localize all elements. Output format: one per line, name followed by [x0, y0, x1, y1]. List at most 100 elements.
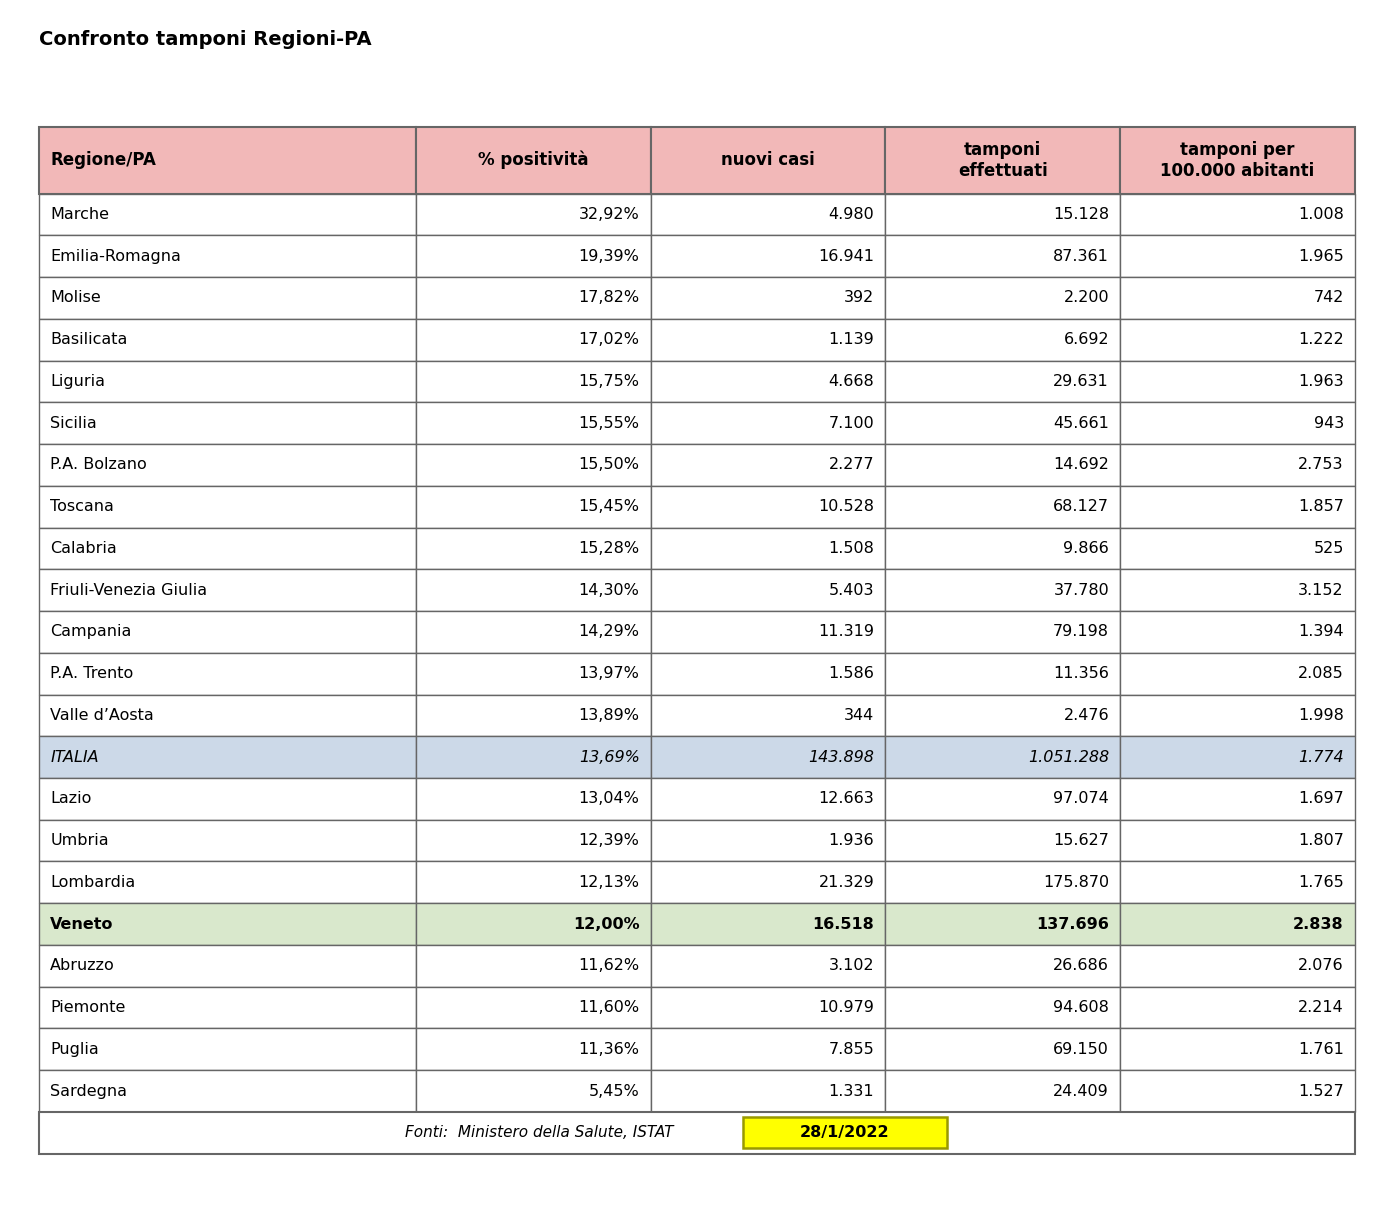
Bar — [1121, 402, 1355, 445]
Text: 2.753: 2.753 — [1298, 458, 1344, 472]
Bar — [1121, 1028, 1355, 1070]
Text: Lombardia: Lombardia — [50, 875, 135, 890]
Bar — [415, 277, 651, 319]
Bar — [39, 945, 415, 987]
Text: 2.200: 2.200 — [1064, 290, 1110, 306]
Bar — [415, 486, 651, 528]
Text: 19,39%: 19,39% — [579, 249, 640, 263]
Bar — [1121, 319, 1355, 360]
Text: tamponi
effettuati: tamponi effettuati — [958, 141, 1048, 180]
Text: 15.627: 15.627 — [1054, 834, 1110, 848]
Bar — [885, 193, 1121, 236]
Bar — [415, 861, 651, 904]
Text: 2.476: 2.476 — [1064, 708, 1110, 722]
Bar — [39, 736, 415, 778]
Bar — [885, 445, 1121, 486]
Text: 742: 742 — [1313, 290, 1344, 306]
Text: 2.277: 2.277 — [828, 458, 874, 472]
Text: 7.855: 7.855 — [828, 1041, 874, 1057]
Text: Sicilia: Sicilia — [50, 416, 98, 431]
Bar — [39, 1111, 1355, 1154]
Text: 15.128: 15.128 — [1052, 207, 1110, 222]
Text: 14.692: 14.692 — [1054, 458, 1110, 472]
Text: Calabria: Calabria — [50, 541, 117, 556]
Bar — [885, 277, 1121, 319]
Text: 1.807: 1.807 — [1298, 834, 1344, 848]
Text: Veneto: Veneto — [50, 917, 114, 931]
Bar — [415, 652, 651, 695]
Text: Molise: Molise — [50, 290, 100, 306]
Bar — [651, 236, 885, 277]
Bar — [651, 945, 885, 987]
Text: 1.586: 1.586 — [828, 666, 874, 681]
Bar — [885, 127, 1121, 193]
Text: 14,30%: 14,30% — [579, 582, 640, 598]
Bar — [39, 778, 415, 820]
Text: 16.941: 16.941 — [818, 249, 874, 263]
Bar — [885, 945, 1121, 987]
Bar — [39, 127, 415, 193]
Bar — [885, 486, 1121, 528]
Bar — [1121, 528, 1355, 569]
Bar — [1121, 486, 1355, 528]
Text: 68.127: 68.127 — [1052, 499, 1110, 515]
Bar — [415, 569, 651, 611]
Bar — [651, 820, 885, 861]
Text: Sardegna: Sardegna — [50, 1084, 127, 1098]
Bar — [39, 445, 415, 486]
Text: 11.319: 11.319 — [818, 625, 874, 639]
Text: Confronto tamponi Regioni-PA: Confronto tamponi Regioni-PA — [39, 30, 372, 50]
Text: 2.085: 2.085 — [1298, 666, 1344, 681]
Text: 32,92%: 32,92% — [579, 207, 640, 222]
Bar — [885, 987, 1121, 1028]
Text: 24.409: 24.409 — [1054, 1084, 1110, 1098]
Bar — [885, 528, 1121, 569]
Bar — [651, 127, 885, 193]
Text: P.A. Trento: P.A. Trento — [50, 666, 134, 681]
Bar — [415, 736, 651, 778]
Bar — [651, 360, 885, 402]
Bar — [1121, 236, 1355, 277]
Text: 15,50%: 15,50% — [579, 458, 640, 472]
Text: 13,04%: 13,04% — [579, 791, 640, 807]
Bar — [415, 402, 651, 445]
Text: 13,69%: 13,69% — [579, 750, 640, 765]
Text: 15,75%: 15,75% — [579, 374, 640, 389]
Text: Fonti:  Ministero della Salute, ISTAT: Fonti: Ministero della Salute, ISTAT — [404, 1126, 673, 1140]
Bar — [39, 319, 415, 360]
Text: 3.152: 3.152 — [1298, 582, 1344, 598]
Text: 1.857: 1.857 — [1298, 499, 1344, 515]
Text: Valle d’Aosta: Valle d’Aosta — [50, 708, 153, 722]
Bar — [885, 569, 1121, 611]
Bar — [1121, 277, 1355, 319]
Text: 11,60%: 11,60% — [579, 1000, 640, 1015]
Text: 12,00%: 12,00% — [573, 917, 640, 931]
Bar — [885, 736, 1121, 778]
Text: Emilia-Romagna: Emilia-Romagna — [50, 249, 181, 263]
Bar — [885, 695, 1121, 736]
Text: 97.074: 97.074 — [1054, 791, 1110, 807]
Text: 1.331: 1.331 — [828, 1084, 874, 1098]
Bar — [415, 820, 651, 861]
Text: 13,89%: 13,89% — [579, 708, 640, 722]
Bar — [415, 360, 651, 402]
Bar — [39, 1028, 415, 1070]
Text: 69.150: 69.150 — [1054, 1041, 1110, 1057]
Text: 1.998: 1.998 — [1298, 708, 1344, 722]
Bar — [415, 904, 651, 945]
Text: 137.696: 137.696 — [1036, 917, 1110, 931]
Bar — [39, 1070, 415, 1111]
Bar — [415, 1070, 651, 1111]
Text: 16.518: 16.518 — [813, 917, 874, 931]
Bar — [39, 695, 415, 736]
Text: 1.222: 1.222 — [1298, 332, 1344, 347]
Text: 29.631: 29.631 — [1054, 374, 1110, 389]
Bar — [1121, 569, 1355, 611]
Text: tamponi per
100.000 abitanti: tamponi per 100.000 abitanti — [1160, 141, 1315, 180]
Text: 7.100: 7.100 — [828, 416, 874, 431]
Bar — [1121, 736, 1355, 778]
Text: Piemonte: Piemonte — [50, 1000, 125, 1015]
Bar — [415, 127, 651, 193]
Text: 1.139: 1.139 — [828, 332, 874, 347]
Text: 5.403: 5.403 — [829, 582, 874, 598]
